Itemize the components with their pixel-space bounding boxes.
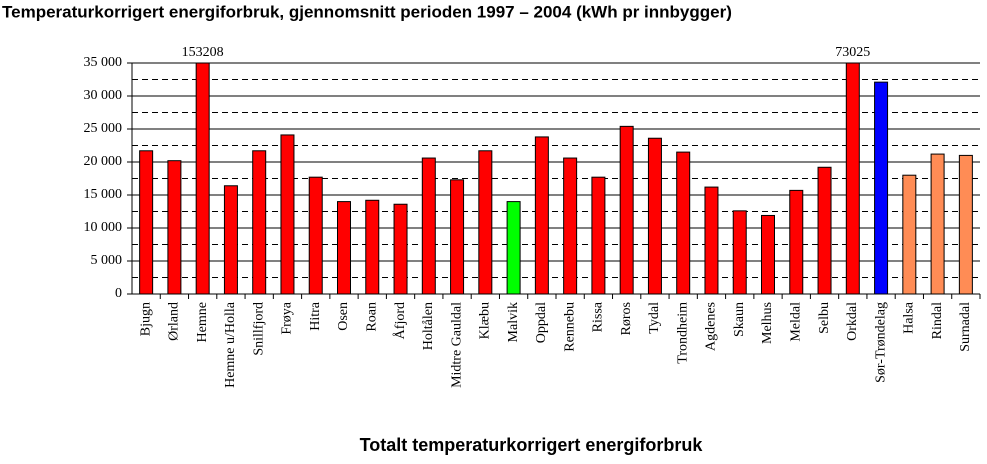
y-tick-label: 0 bbox=[115, 286, 122, 301]
bar bbox=[450, 179, 465, 295]
x-tick-label: Osen bbox=[336, 302, 351, 331]
x-tick-label: Oppdal bbox=[534, 302, 549, 343]
bar bbox=[958, 154, 973, 295]
x-tick-label: Tydal bbox=[647, 302, 662, 334]
bar bbox=[647, 137, 662, 295]
bar bbox=[676, 151, 691, 295]
bar bbox=[308, 176, 323, 295]
x-tick-label: Surnadal bbox=[958, 302, 973, 352]
bar bbox=[534, 136, 549, 295]
x-tick-label: Klæbu bbox=[478, 302, 493, 339]
x-tick-label: Melhus bbox=[760, 302, 775, 344]
bar bbox=[223, 185, 238, 295]
x-tick-label: Snillfjord bbox=[251, 302, 266, 356]
x-tick-label: Hemne u/Holla bbox=[223, 301, 238, 388]
x-tick-label: Rindal bbox=[930, 302, 945, 339]
x-tick-label: Halsa bbox=[902, 301, 917, 334]
y-tick-label: 35 000 bbox=[84, 55, 123, 70]
data-label: 73025 bbox=[835, 45, 870, 60]
x-tick-label: Selbu bbox=[817, 302, 832, 334]
bar bbox=[139, 150, 154, 295]
bar bbox=[591, 176, 606, 295]
bar bbox=[195, 62, 210, 295]
x-tick-label: Åfjord bbox=[392, 302, 408, 339]
x-tick-label: Ørland bbox=[167, 302, 182, 341]
x-tick-label: Skaun bbox=[732, 302, 747, 337]
x-tick-label: Sør-Trøndelag bbox=[873, 302, 888, 383]
x-tick-label: Meldal bbox=[788, 302, 803, 342]
bar bbox=[704, 186, 719, 295]
bar bbox=[252, 150, 267, 295]
x-tick-label: Rennebu bbox=[562, 302, 577, 352]
x-tick-label: Hemne bbox=[195, 302, 210, 342]
bar bbox=[337, 201, 351, 295]
x-tick-label: Holtålen bbox=[421, 302, 436, 350]
y-tick-label: 10 000 bbox=[84, 220, 123, 235]
chart-title: Temperaturkorrigert energiforbruk, gjenn… bbox=[2, 2, 732, 21]
y-tick-label: 5 000 bbox=[91, 253, 123, 268]
bar bbox=[506, 201, 521, 295]
y-tick-label: 20 000 bbox=[84, 154, 123, 169]
bar bbox=[789, 189, 804, 295]
x-tick-label: Trondheim bbox=[675, 302, 690, 364]
bar bbox=[902, 174, 917, 295]
x-tick-label: Malvik bbox=[506, 302, 521, 342]
bar bbox=[732, 210, 747, 295]
x-tick-label: Røros bbox=[619, 302, 634, 335]
bar bbox=[619, 125, 634, 295]
bar bbox=[478, 150, 493, 295]
y-tick-label: 15 000 bbox=[84, 187, 123, 202]
x-tick-label: Rissa bbox=[591, 301, 606, 332]
x-tick-label: Hitra bbox=[308, 301, 323, 331]
bar bbox=[874, 81, 889, 295]
data-label: 153208 bbox=[182, 45, 224, 60]
bar bbox=[817, 166, 832, 295]
bar bbox=[280, 134, 295, 295]
x-tick-label: Midtre Gauldal bbox=[449, 302, 464, 388]
bar bbox=[421, 157, 436, 295]
bar bbox=[761, 214, 775, 295]
bar bbox=[167, 160, 182, 295]
bar bbox=[845, 62, 860, 295]
x-tick-label: Agdenes bbox=[704, 302, 719, 351]
bar bbox=[930, 153, 945, 295]
bar bbox=[365, 199, 380, 295]
x-tick-label: Orkdal bbox=[845, 302, 860, 341]
y-tick-label: 30 000 bbox=[84, 88, 123, 103]
x-axis-title: Totalt temperaturkorrigert energiforbruk bbox=[360, 435, 704, 455]
x-tick-label: Roan bbox=[364, 302, 379, 332]
bar bbox=[563, 157, 578, 295]
y-tick-label: 25 000 bbox=[84, 121, 123, 136]
x-tick-label: Frøya bbox=[280, 301, 295, 334]
x-tick-label: Bjugn bbox=[138, 302, 153, 336]
bar bbox=[393, 203, 408, 295]
